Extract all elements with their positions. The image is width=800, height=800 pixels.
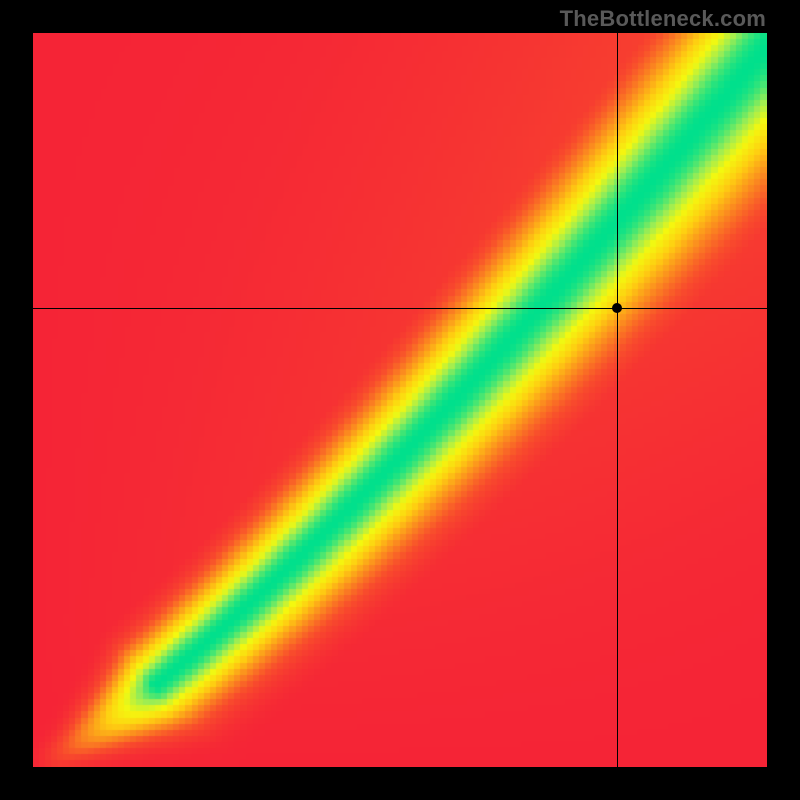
crosshair-horizontal bbox=[33, 308, 767, 309]
crosshair-marker bbox=[612, 303, 622, 313]
heatmap-canvas bbox=[33, 33, 767, 767]
crosshair-vertical bbox=[617, 33, 618, 767]
plot-area bbox=[33, 33, 767, 767]
watermark-text: TheBottleneck.com bbox=[560, 6, 766, 32]
